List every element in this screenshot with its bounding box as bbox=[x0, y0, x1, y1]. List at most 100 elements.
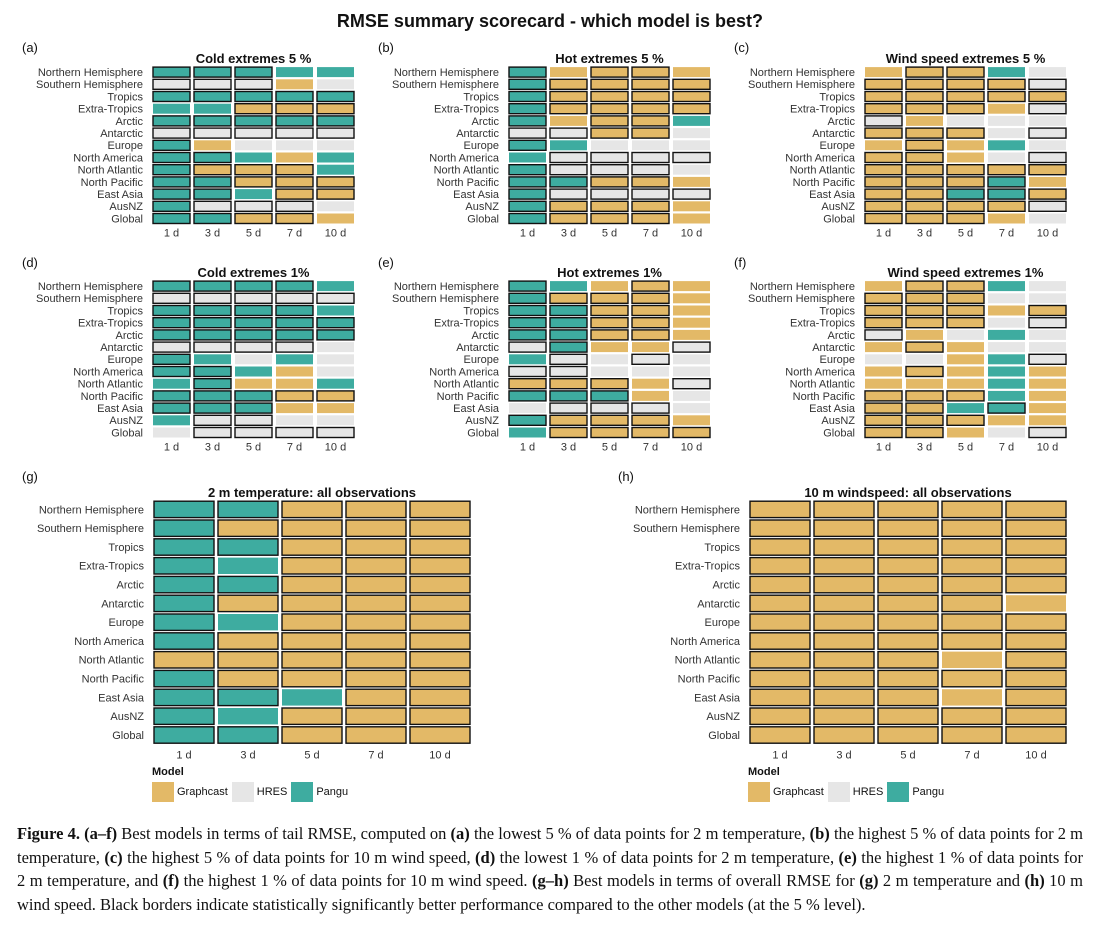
cell-northern-hemisphere-5-d bbox=[946, 280, 985, 292]
cell-ausnz-5-d bbox=[946, 200, 985, 213]
row-label-ausnz: AusNZ bbox=[821, 415, 855, 427]
cell-tropics-5-d bbox=[946, 304, 985, 317]
cell-global-1-d bbox=[152, 212, 191, 225]
cell-europe-10-d bbox=[673, 140, 710, 151]
cell-north-pacific-7-d bbox=[987, 176, 1026, 188]
cell-ausnz-1-d bbox=[153, 707, 215, 726]
row-label-tropics: Tropics bbox=[107, 305, 143, 317]
cell-ausnz-7-d bbox=[345, 707, 407, 726]
cell-northern-hemisphere-5-d bbox=[877, 500, 939, 519]
cell-europe-5-d bbox=[947, 140, 984, 151]
cell-tropics-7-d bbox=[941, 538, 1003, 556]
cell-antarctic-3-d bbox=[813, 594, 875, 613]
row-label-east-asia: East Asia bbox=[453, 403, 500, 415]
row-label-tropics: Tropics bbox=[819, 305, 855, 317]
cell-north-america-7-d bbox=[988, 366, 1025, 377]
cell-europe-7-d bbox=[941, 613, 1003, 632]
cell-europe-7-d bbox=[631, 353, 670, 366]
cell-north-america-7-d bbox=[631, 151, 670, 164]
cell-tropics-5-d bbox=[590, 90, 629, 103]
legend-swatch bbox=[291, 782, 314, 802]
row-label-extra-tropics: Extra-Tropics bbox=[79, 561, 144, 573]
cell-southern-hemisphere-1-d bbox=[153, 519, 215, 538]
cell-europe-5-d bbox=[947, 354, 984, 365]
row-label-north-pacific: North Pacific bbox=[437, 177, 500, 189]
legend-label: Pangu bbox=[316, 786, 349, 798]
cell-east-asia-5-d bbox=[947, 403, 984, 414]
cell-extra-tropics-5-d bbox=[234, 103, 273, 115]
cell-north-pacific-5-d bbox=[234, 176, 273, 188]
row-label-tropics: Tropics bbox=[108, 542, 144, 554]
cell-europe-3-d bbox=[194, 140, 231, 151]
col-label-3-d: 3 d bbox=[917, 442, 932, 454]
cell-europe-3-d bbox=[194, 354, 231, 365]
row-label-east-asia: East Asia bbox=[809, 189, 856, 201]
cell-north-atlantic-7-d bbox=[631, 163, 670, 176]
cell-north-atlantic-10-d bbox=[672, 377, 711, 390]
cell-southern-hemisphere-5-d bbox=[234, 292, 273, 304]
col-label-1-d: 1 d bbox=[876, 228, 891, 240]
cell-southern-hemisphere-5-d bbox=[281, 519, 343, 538]
cell-north-pacific-7-d bbox=[275, 176, 314, 188]
row-label-north-atlantic: North Atlantic bbox=[434, 379, 500, 391]
cell-north-pacific-7-d bbox=[275, 390, 314, 402]
row-label-ausnz: AusNZ bbox=[110, 711, 144, 723]
cell-antarctic-7-d bbox=[941, 594, 1003, 613]
row-label-ausnz: AusNZ bbox=[706, 711, 740, 723]
panel-letter-h: (h) bbox=[618, 469, 634, 484]
row-label-north-atlantic: North Atlantic bbox=[78, 379, 144, 391]
cell-north-america-3-d bbox=[193, 365, 232, 378]
cell-global-7-d bbox=[631, 426, 670, 439]
cell-arctic-10-d bbox=[409, 575, 471, 594]
cell-antarctic-7-d bbox=[632, 342, 669, 353]
cell-europe-7-d bbox=[988, 354, 1025, 365]
cell-southern-hemisphere-3-d bbox=[813, 519, 875, 538]
cell-north-pacific-5-d bbox=[234, 390, 273, 402]
cell-europe-7-d bbox=[988, 140, 1025, 151]
cell-europe-3-d bbox=[813, 613, 875, 632]
cell-east-asia-5-d bbox=[235, 189, 272, 200]
cell-tropics-10-d bbox=[317, 305, 354, 316]
col-label-7-d: 7 d bbox=[964, 749, 979, 761]
cell-antarctic-10-d bbox=[1028, 127, 1067, 139]
row-label-southern-hemisphere: Southern Hemisphere bbox=[392, 79, 499, 91]
cell-antarctic-1-d bbox=[152, 341, 191, 353]
caption-body: (a–f) Best models in terms of tail RMSE,… bbox=[17, 824, 1083, 914]
cell-global-5-d bbox=[590, 212, 629, 225]
cell-north-atlantic-10-d bbox=[317, 378, 354, 389]
cell-extra-tropics-5-d bbox=[234, 317, 273, 329]
cell-north-america-10-d bbox=[672, 151, 711, 164]
cell-east-asia-7-d bbox=[631, 402, 670, 414]
cell-europe-7-d bbox=[276, 354, 313, 365]
row-label-east-asia: East Asia bbox=[809, 403, 856, 415]
row-label-arctic: Arctic bbox=[828, 116, 856, 128]
heatmap-hot-extremes-1: Hot extremes 1% Northern HemisphereSouthe… bbox=[392, 265, 711, 454]
cell-southern-hemisphere-5-d bbox=[234, 78, 273, 90]
cell-northern-hemisphere-10-d bbox=[317, 281, 354, 292]
cell-europe-1-d bbox=[153, 613, 215, 632]
cell-southern-hemisphere-3-d bbox=[193, 292, 232, 304]
row-label-southern-hemisphere: Southern Hemisphere bbox=[748, 79, 855, 91]
cell-ausnz-3-d bbox=[905, 414, 944, 427]
cell-east-asia-5-d bbox=[282, 689, 342, 706]
cell-east-asia-10-d bbox=[1005, 688, 1067, 707]
caption-text: 2 m temperature and bbox=[878, 871, 1025, 890]
cell-tropics-10-d bbox=[409, 538, 471, 556]
cell-southern-hemisphere-1-d bbox=[508, 78, 547, 90]
cell-north-atlantic-7-d bbox=[988, 378, 1025, 389]
cell-europe-1-d bbox=[152, 353, 191, 366]
cell-southern-hemisphere-7-d bbox=[275, 292, 314, 304]
cell-northern-hemisphere-10-d bbox=[673, 67, 710, 78]
heatmap-cold-extremes-1: Cold extremes 1% Northern HemisphereSouth… bbox=[36, 265, 355, 454]
cell-southern-hemisphere-10-d bbox=[317, 79, 354, 90]
row-label-north-america: North America bbox=[429, 152, 500, 164]
panel-letter-a: (a) bbox=[22, 40, 38, 55]
caption-panel-ref: (g) bbox=[859, 871, 879, 890]
row-label-extra-tropics: Extra-Tropics bbox=[790, 318, 855, 330]
col-label-7-d: 7 d bbox=[999, 442, 1014, 454]
cell-northern-hemisphere-3-d bbox=[193, 66, 232, 78]
cell-north-pacific-7-d bbox=[941, 669, 1003, 688]
cell-arctic-1-d bbox=[508, 329, 547, 341]
cell-north-atlantic-5-d bbox=[946, 163, 985, 176]
cell-northern-hemisphere-1-d bbox=[865, 67, 902, 78]
